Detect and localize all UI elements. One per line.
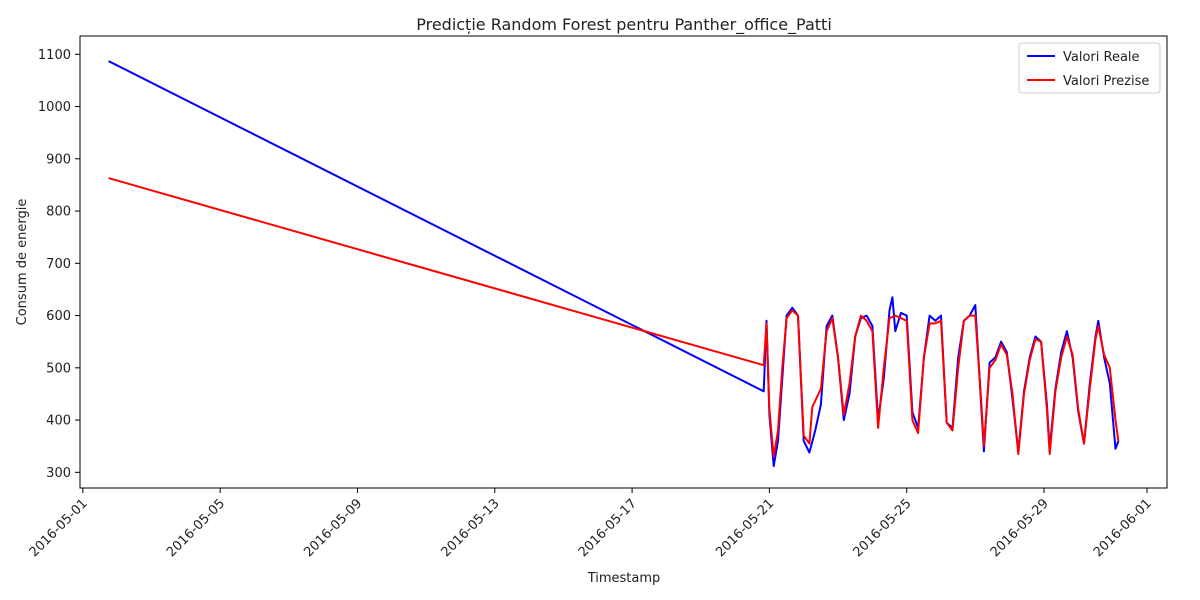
plot-area (79, 35, 1168, 489)
y-tick-label: 1000 (38, 100, 71, 115)
plot-frame (79, 35, 1168, 489)
y-tick-label: 400 (46, 414, 71, 429)
y-axis-label: Consum de energie (15, 199, 30, 326)
series-layer (108, 60, 1120, 468)
legend-label-valori-prezise: Valori Prezise (1063, 74, 1149, 89)
y-tick-label: 800 (46, 205, 71, 220)
legend-label-valori-reale: Valori Reale (1063, 50, 1140, 65)
series-line-valori-prezise (108, 177, 1120, 458)
legend: Valori Reale Valori Prezise (1018, 42, 1161, 94)
y-tick-label: 300 (46, 466, 71, 481)
y-axis: 300 400 500 600 700 800 900 1000 1100 (38, 48, 80, 481)
x-axis-label: Timestamp (587, 571, 661, 586)
chart-title: Predicție Random Forest pentru Panther_o… (416, 15, 832, 35)
y-tick-label: 700 (46, 257, 71, 272)
y-tick-label: 1100 (38, 48, 71, 63)
y-tick-label: 500 (46, 361, 71, 376)
y-tick-label: 600 (46, 309, 71, 324)
y-tick-label: 900 (46, 152, 71, 167)
plot-background (80, 36, 1167, 488)
